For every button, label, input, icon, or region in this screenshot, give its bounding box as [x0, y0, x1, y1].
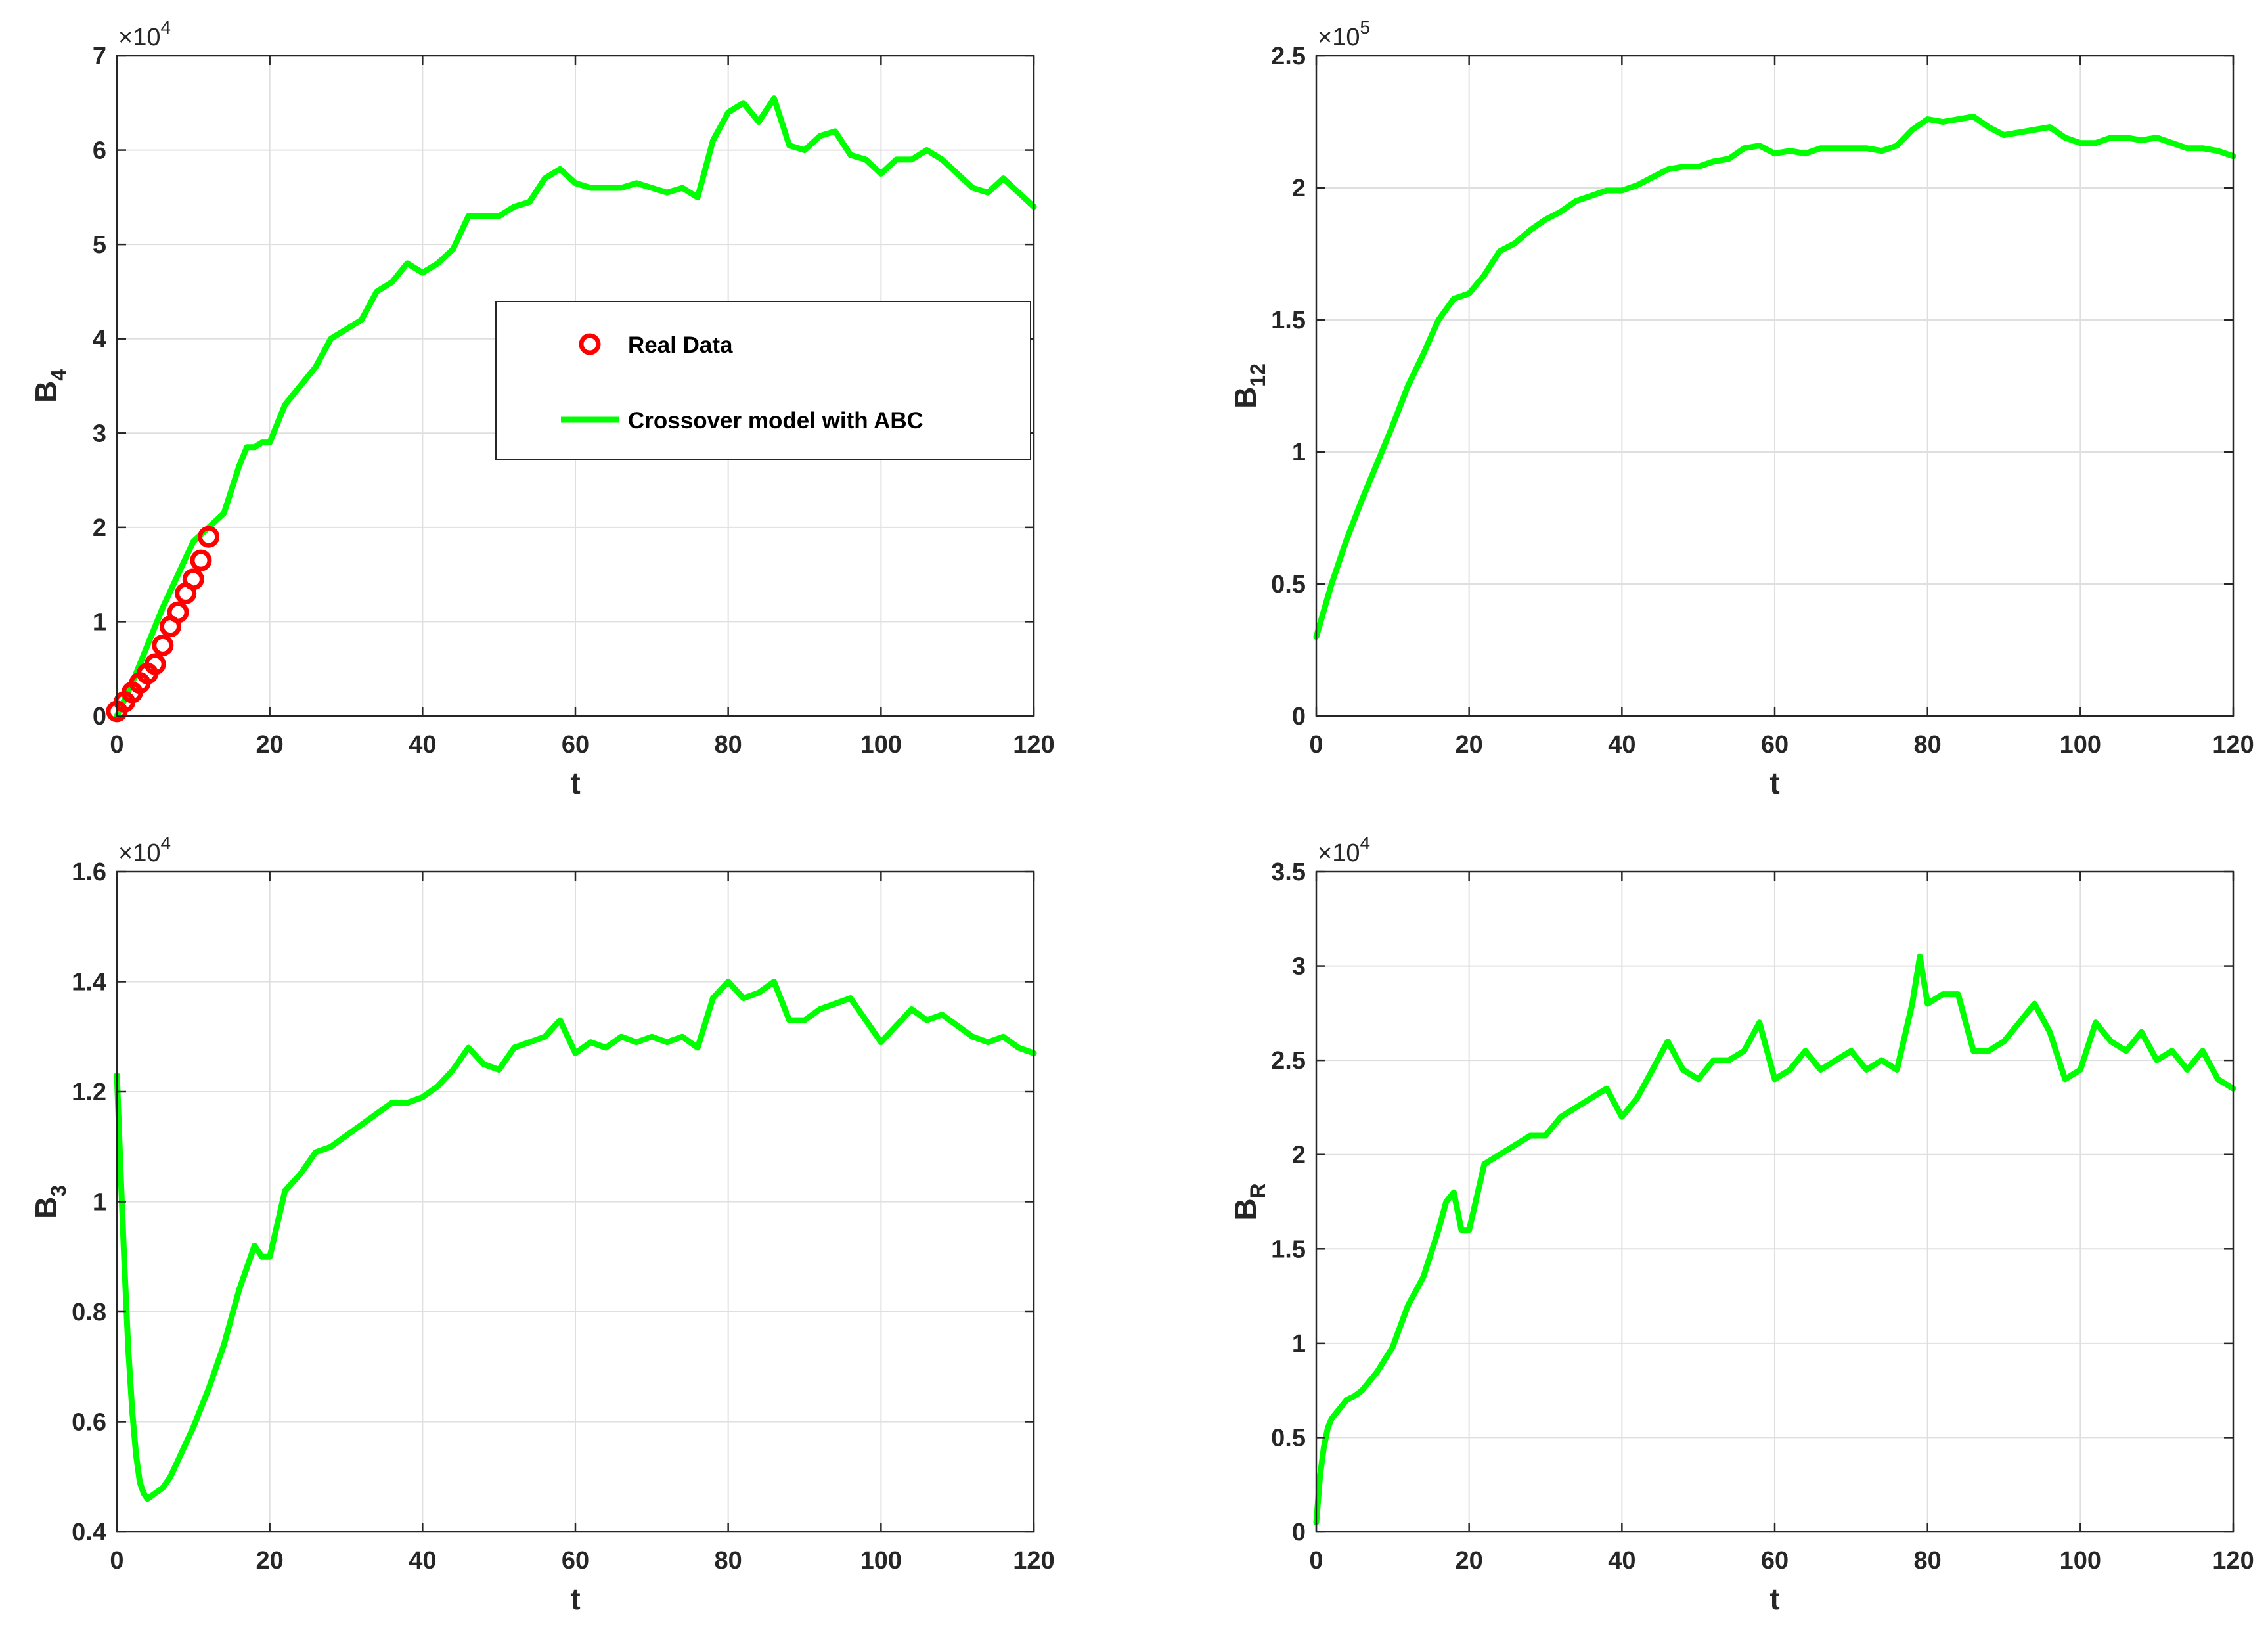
x-tick-label: 80: [1914, 731, 1942, 759]
y-tick-label: 0.5: [1271, 571, 1306, 598]
x-tick-label: 120: [2212, 731, 2254, 759]
axis-exponent: ×104: [1318, 833, 1370, 867]
y-tick-label: 2: [93, 514, 106, 542]
y-tick-label: 5: [93, 231, 106, 259]
y-tick-label: 0.6: [72, 1409, 106, 1437]
series-line-1: [114, 95, 1037, 719]
legend-label-real-data: Real Data: [628, 332, 733, 358]
y-tick-label: 1: [1292, 1330, 1306, 1358]
y-tick-label: 3: [93, 420, 106, 447]
y-tick-label: 1.6: [72, 859, 106, 886]
data-point: [152, 634, 174, 656]
data-point: [167, 601, 189, 623]
x-axis-label: t: [1769, 1582, 1779, 1616]
y-tick-label: 2.5: [1271, 1047, 1306, 1075]
y-tick-label: 2: [1292, 175, 1306, 202]
chart-panel-3: 0 20 40 60 80 100 120 0.4 0.6 0.8 1 1.2 1.4 1.6 ×104 t B…: [29, 833, 1055, 1616]
data-point: [182, 568, 204, 591]
y-tick-label: 1.4: [72, 969, 106, 996]
data-point: [144, 653, 166, 675]
x-tick-label: 80: [1914, 1547, 1942, 1575]
x-tick-label: 100: [2060, 1547, 2101, 1575]
x-axis-label: t: [570, 1582, 580, 1616]
y-tick-label: 0: [1292, 1519, 1306, 1546]
x-tick-label: 20: [256, 1547, 284, 1575]
y-axis-label: B3: [29, 1185, 70, 1219]
axis-exponent: ×104: [118, 17, 171, 51]
x-tick-label: 60: [562, 731, 589, 759]
y-axis-label: B4: [29, 369, 70, 403]
y-axis-label: BR: [1228, 1183, 1270, 1220]
y-axis-label: B12: [1228, 363, 1270, 409]
chart-panel-2: 0 20 40 60 80 100 120 0 0.5 1 1.5 2 2.5 ×105 t B12: [1228, 17, 2254, 800]
y-tick-label: 2.5: [1271, 43, 1306, 70]
x-tick-label: 0: [110, 731, 123, 759]
x-axis-label: t: [1769, 766, 1779, 800]
x-tick-label: 0: [1309, 1547, 1323, 1575]
x-tick-label: 80: [715, 731, 742, 759]
legend: Real Data Crossover model with ABC: [495, 301, 1031, 460]
x-tick-label: 100: [2060, 731, 2101, 759]
x-tick-label: 120: [1013, 1547, 1054, 1575]
chart-panel-4: 0 20 40 60 80 100 120 0 0.5 1 1.5 2 2.5 3 3.5 ×104 t BR: [1228, 833, 2254, 1616]
x-tick-label: 120: [1013, 731, 1054, 759]
legend-box: [495, 301, 1031, 460]
x-tick-label: 40: [1608, 1547, 1635, 1575]
y-tick-label: 1.2: [72, 1079, 106, 1106]
y-tick-label: 1: [1292, 439, 1306, 466]
y-tick-label: 6: [93, 137, 106, 165]
x-axis-label: t: [570, 766, 580, 800]
axis-exponent: ×104: [118, 833, 171, 867]
y-tick-label: 4: [93, 326, 106, 353]
y-tick-label: 1.5: [1271, 1236, 1306, 1263]
x-tick-label: 20: [256, 731, 284, 759]
series-line-1: [1313, 953, 2236, 1526]
x-tick-label: 0: [110, 1547, 123, 1575]
y-tick-label: 0.4: [72, 1519, 106, 1546]
x-tick-label: 0: [1309, 731, 1323, 759]
y-tick-label: 3.5: [1271, 859, 1306, 886]
chart-panel-1: 0 20 40 60 80 100 120 0 1 2 3 4 5 6 7 ×104 t B4 Real Data C…: [29, 17, 1055, 800]
y-tick-label: 0: [1292, 703, 1306, 730]
legend-label-model: Crossover model with ABC: [628, 408, 923, 434]
data-point: [198, 526, 220, 548]
axis-exponent: ×105: [1318, 17, 1370, 51]
x-tick-label: 40: [1608, 731, 1635, 759]
y-tick-label: 1.5: [1271, 307, 1306, 334]
legend-marker-real-data: [579, 333, 601, 355]
y-tick-label: 2: [1292, 1142, 1306, 1169]
y-tick-label: 0.5: [1271, 1424, 1306, 1452]
x-tick-label: 80: [715, 1547, 742, 1575]
x-tick-label: 120: [2212, 1547, 2254, 1575]
x-tick-label: 60: [1761, 731, 1789, 759]
x-tick-label: 20: [1456, 1547, 1483, 1575]
y-tick-label: 3: [1292, 953, 1306, 981]
y-tick-label: 7: [93, 43, 106, 70]
data-point: [190, 549, 212, 571]
x-tick-label: 100: [860, 731, 902, 759]
y-tick-label: 0.8: [72, 1299, 106, 1326]
x-tick-label: 20: [1456, 731, 1483, 759]
series-line-1: [114, 979, 1037, 1502]
x-tick-label: 40: [409, 731, 436, 759]
y-tick-label: 1: [93, 608, 106, 636]
x-tick-label: 60: [562, 1547, 589, 1575]
y-tick-label: 1: [93, 1189, 106, 1217]
x-tick-label: 100: [860, 1547, 902, 1575]
x-tick-label: 40: [409, 1547, 436, 1575]
y-tick-label: 0: [93, 703, 106, 730]
x-tick-label: 60: [1761, 1547, 1789, 1575]
series-line-1: [1313, 114, 2236, 640]
